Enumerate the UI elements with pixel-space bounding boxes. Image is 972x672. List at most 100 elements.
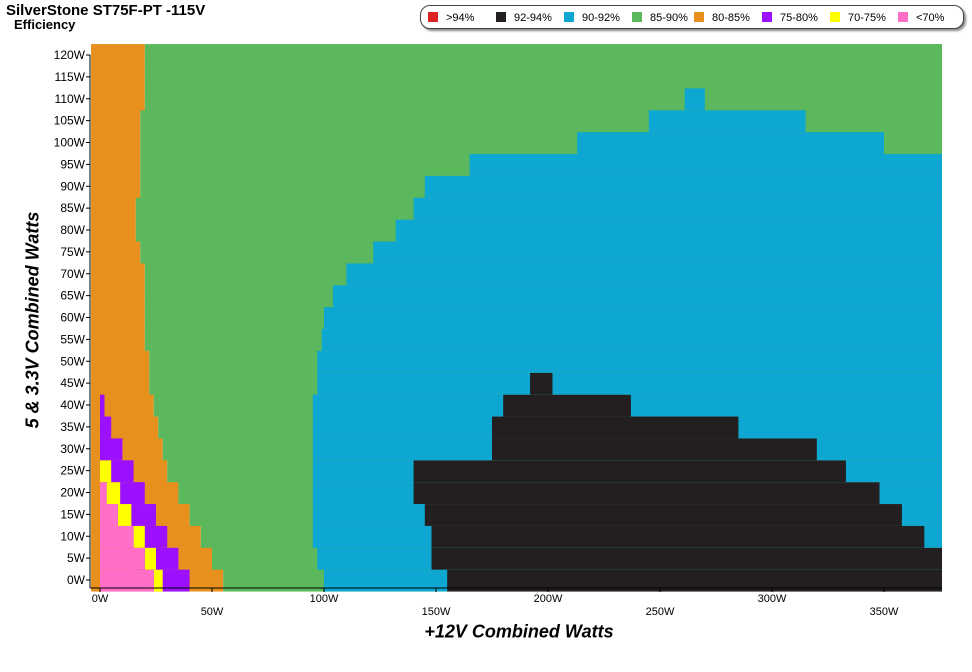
- x-tick-label: 150W: [422, 606, 451, 618]
- y-tick-label: 55W: [60, 332, 85, 346]
- legend-label: >94%: [446, 12, 475, 24]
- region-80-85: [91, 394, 154, 417]
- legend-label: 80-85%: [712, 12, 750, 24]
- y-tick-label: 30W: [60, 442, 85, 456]
- region-92-94: [492, 415, 739, 439]
- region-80-85: [91, 262, 145, 286]
- y-tick-label: 40W: [60, 398, 85, 412]
- region-92-94: [413, 459, 846, 483]
- x-axis-label: +12V Combined Watts: [424, 621, 614, 642]
- region-75-80: [100, 415, 112, 439]
- region-70-75: [153, 569, 163, 592]
- y-tick-label: 10W: [60, 529, 85, 543]
- region-92-94: [503, 394, 631, 417]
- y-tick-label: 100W: [54, 136, 86, 150]
- region-90-92: [373, 240, 942, 264]
- legend-swatch: [564, 12, 574, 22]
- y-tick-label: 85W: [60, 201, 85, 215]
- y-tick-label: 65W: [60, 289, 85, 303]
- legend-label: 92-94%: [514, 12, 552, 24]
- legend-label: 85-90%: [650, 12, 688, 24]
- legend-swatch: [496, 12, 506, 22]
- y-tick-label: 115W: [55, 70, 86, 84]
- x-tick-label: 300W: [758, 593, 787, 605]
- legend-swatch: [830, 12, 840, 22]
- region-90-92: [324, 306, 942, 330]
- y-axis-label: 5 & 3.3V Combined Watts: [22, 211, 43, 429]
- region-90-92: [469, 153, 942, 176]
- region-90-92: [648, 109, 806, 133]
- x-tick-label: 0W: [92, 593, 109, 605]
- x-tick-label: 50W: [201, 606, 224, 618]
- region-90-92: [424, 175, 942, 198]
- region-80-85: [91, 240, 141, 264]
- region-92-94: [447, 569, 942, 592]
- y-tick-label: 70W: [60, 267, 85, 281]
- region-92-94: [431, 547, 942, 570]
- x-tick-label: 250W: [646, 606, 675, 618]
- y-tick-label: 90W: [60, 179, 85, 193]
- region-70-75: [117, 503, 132, 526]
- legend-label: 70-75%: [848, 12, 886, 24]
- legend-swatch: [898, 12, 908, 22]
- region-80-85: [91, 197, 136, 220]
- region-80-85: [91, 306, 145, 330]
- legend-label: 90-92%: [582, 12, 620, 24]
- region-92-94: [413, 481, 880, 505]
- region-80-85: [91, 219, 136, 242]
- legend-swatch: [428, 12, 438, 22]
- chart-title: SilverStone ST75F-PT -115V: [6, 2, 206, 19]
- y-tick-label: 45W: [60, 376, 85, 390]
- y-tick-label: 5W: [67, 551, 86, 565]
- region-90-92: [577, 131, 884, 155]
- y-tick-label: 110W: [55, 92, 86, 106]
- y-tick-label: 0W: [67, 573, 86, 587]
- region-80-85: [91, 328, 145, 351]
- y-tick-label: 95W: [60, 157, 85, 171]
- region-70-75: [106, 481, 121, 505]
- y-tick-label: 15W: [60, 507, 85, 521]
- legend-swatch: [694, 12, 704, 22]
- chart-subtitle: Efficiency: [14, 17, 76, 32]
- region-80-85: [91, 175, 141, 198]
- region-92-94: [492, 437, 817, 461]
- region-70-75: [133, 525, 145, 548]
- region-80-85: [91, 109, 141, 133]
- legend-label: 75-80%: [780, 12, 818, 24]
- legend: [420, 5, 964, 29]
- region-90-92: [317, 372, 942, 395]
- region-80-85: [91, 87, 145, 111]
- y-tick-label: 80W: [60, 223, 85, 237]
- region-80-85: [91, 131, 141, 155]
- region-75-80: [100, 437, 123, 461]
- region-below-70: [100, 503, 118, 526]
- region-below-70: [100, 525, 134, 548]
- y-tick-label: 25W: [60, 464, 85, 478]
- y-tick-label: 35W: [60, 420, 85, 434]
- region-80-85: [91, 372, 150, 395]
- y-tick-label: 120W: [54, 48, 86, 62]
- region-85-90: [144, 65, 943, 89]
- region-90-92: [317, 350, 942, 373]
- region-90-92: [413, 197, 943, 220]
- y-tick-label: 75W: [60, 245, 85, 259]
- region-90-92: [346, 262, 942, 286]
- region-70-75: [144, 547, 156, 570]
- region-92-94: [424, 503, 902, 526]
- legend-swatch: [632, 12, 642, 22]
- region-below-70: [100, 569, 154, 592]
- y-tick-label: 20W: [60, 486, 85, 500]
- x-tick-label: 100W: [310, 593, 339, 605]
- region-below-70: [100, 547, 145, 570]
- region-80-85: [91, 44, 145, 67]
- y-tick-label: 60W: [60, 311, 85, 325]
- region-92-94: [530, 372, 553, 395]
- region-85-90: [140, 109, 942, 133]
- x-tick-label: 350W: [870, 606, 899, 618]
- region-92-94: [431, 525, 925, 548]
- legend-swatch: [762, 12, 772, 22]
- region-90-92: [684, 87, 705, 111]
- region-80-85: [91, 350, 150, 373]
- region-80-85: [91, 65, 145, 89]
- region-90-92: [321, 328, 942, 351]
